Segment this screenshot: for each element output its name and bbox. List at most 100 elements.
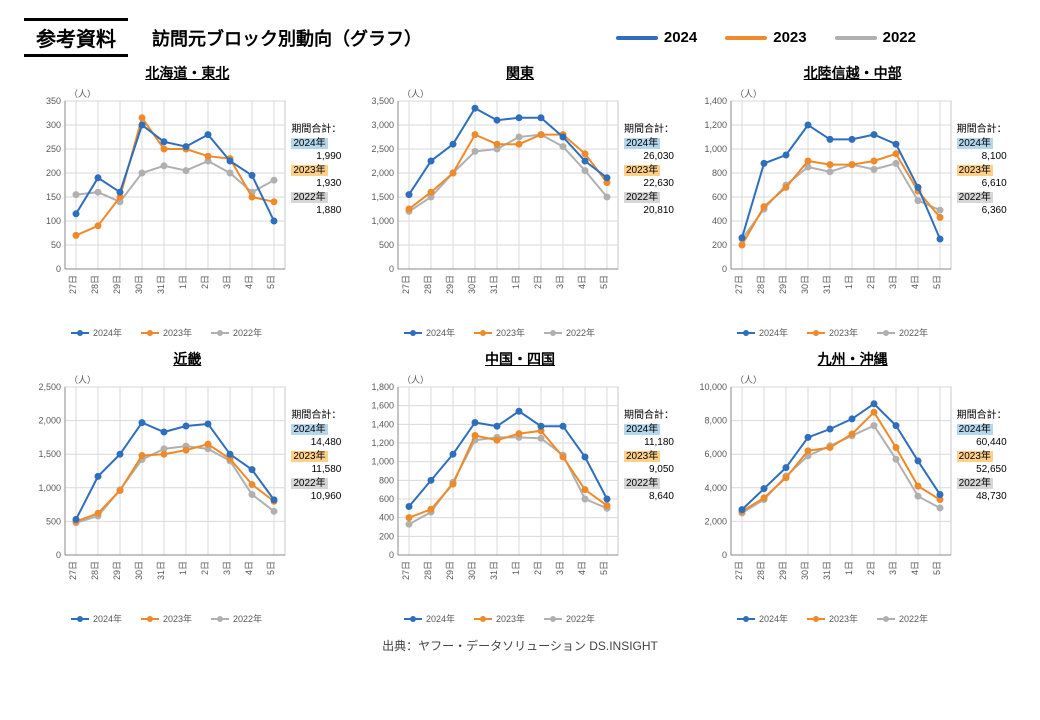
charts-grid: 北海道・東北（人）05010015020025030035027日28日29日3…: [24, 63, 1016, 631]
svg-text:0: 0: [389, 550, 394, 560]
svg-text:200: 200: [379, 531, 394, 541]
svg-text:600: 600: [712, 192, 727, 202]
svg-text:5日: 5日: [932, 561, 942, 575]
svg-text:150: 150: [46, 192, 61, 202]
svg-text:3日: 3日: [555, 561, 565, 575]
svg-text:3,000: 3,000: [371, 120, 394, 130]
svg-text:4,000: 4,000: [704, 483, 727, 493]
svg-text:1日: 1日: [844, 561, 854, 575]
svg-text:29日: 29日: [112, 275, 122, 294]
svg-text:2024年: 2024年: [426, 327, 455, 338]
chart-cell: 北海道・東北（人）05010015020025030035027日28日29日3…: [24, 63, 351, 345]
svg-text:31日: 31日: [822, 275, 832, 294]
svg-text:（人）: （人）: [402, 375, 429, 385]
svg-text:2022年: 2022年: [566, 327, 595, 338]
legend-item: 2023: [725, 29, 806, 46]
svg-text:27日: 27日: [734, 561, 744, 580]
svg-text:2,000: 2,000: [39, 416, 62, 426]
svg-text:（人）: （人）: [69, 89, 96, 99]
svg-text:1,000: 1,000: [371, 216, 394, 226]
svg-text:2022年: 2022年: [233, 613, 262, 624]
svg-text:1,600: 1,600: [371, 401, 394, 411]
svg-text:27日: 27日: [401, 561, 411, 580]
svg-text:30日: 30日: [800, 561, 810, 580]
svg-text:2,500: 2,500: [371, 144, 394, 154]
svg-text:2,500: 2,500: [39, 382, 62, 392]
chart-title: 近畿: [173, 349, 201, 369]
svg-text:2023年: 2023年: [163, 613, 192, 624]
svg-text:28日: 28日: [423, 561, 433, 580]
svg-text:1,000: 1,000: [39, 483, 62, 493]
svg-text:3日: 3日: [888, 561, 898, 575]
svg-text:2023年: 2023年: [496, 327, 525, 338]
chart-title: 北陸信越・中部: [804, 63, 902, 83]
svg-text:（人）: （人）: [402, 89, 429, 99]
chart-totals: 期間合計：2024年8,1002023年6,6102022年6,360: [957, 123, 1007, 218]
svg-text:2日: 2日: [533, 275, 543, 289]
svg-text:5日: 5日: [932, 275, 942, 289]
svg-text:500: 500: [46, 516, 61, 526]
legend-item: 2022: [835, 29, 916, 46]
svg-text:1日: 1日: [844, 275, 854, 289]
legend-item: 2024: [616, 29, 697, 46]
svg-text:1,500: 1,500: [39, 449, 62, 459]
svg-text:800: 800: [379, 475, 394, 485]
svg-text:4日: 4日: [910, 275, 920, 289]
svg-text:4日: 4日: [910, 561, 920, 575]
svg-text:10,000: 10,000: [699, 382, 727, 392]
svg-text:1,000: 1,000: [704, 144, 727, 154]
svg-text:0: 0: [56, 264, 61, 274]
chart-totals: 期間合計：2024年14,4802023年11,5802022年10,960: [291, 409, 341, 504]
svg-text:2022年: 2022年: [899, 327, 928, 338]
svg-text:100: 100: [46, 216, 61, 226]
svg-text:2024年: 2024年: [93, 613, 122, 624]
svg-text:3日: 3日: [888, 275, 898, 289]
svg-text:400: 400: [379, 513, 394, 523]
svg-text:0: 0: [389, 264, 394, 274]
svg-text:1,000: 1,000: [371, 457, 394, 467]
chart-cell: 北陸信越・中部（人）02004006008001,0001,2001,40027…: [689, 63, 1016, 345]
svg-text:1日: 1日: [178, 561, 188, 575]
svg-text:2日: 2日: [200, 275, 210, 289]
svg-text:5日: 5日: [266, 561, 276, 575]
svg-text:2024年: 2024年: [759, 613, 788, 624]
svg-text:1,800: 1,800: [371, 382, 394, 392]
chart-totals: 期間合計：2024年60,4402023年52,6502022年48,730: [957, 409, 1007, 504]
svg-text:8,000: 8,000: [704, 416, 727, 426]
svg-text:28日: 28日: [90, 275, 100, 294]
svg-text:2日: 2日: [533, 561, 543, 575]
chart-totals: 期間合計：2024年26,0302023年22,6302022年20,810: [624, 123, 674, 218]
svg-text:2022年: 2022年: [566, 613, 595, 624]
svg-text:2023年: 2023年: [496, 613, 525, 624]
svg-text:31日: 31日: [156, 561, 166, 580]
svg-text:2024年: 2024年: [93, 327, 122, 338]
svg-text:（人）: （人）: [735, 375, 762, 385]
chart-cell: 中国・四国（人）02004006008001,0001,2001,4001,60…: [357, 349, 684, 631]
svg-text:1,200: 1,200: [371, 438, 394, 448]
svg-text:400: 400: [712, 216, 727, 226]
svg-text:31日: 31日: [489, 275, 499, 294]
svg-text:30日: 30日: [134, 561, 144, 580]
svg-text:250: 250: [46, 144, 61, 154]
svg-text:50: 50: [51, 240, 61, 250]
svg-text:（人）: （人）: [69, 375, 96, 385]
svg-text:1,200: 1,200: [704, 120, 727, 130]
svg-text:4日: 4日: [244, 561, 254, 575]
svg-text:2022年: 2022年: [899, 613, 928, 624]
svg-text:800: 800: [712, 168, 727, 178]
svg-text:27日: 27日: [68, 275, 78, 294]
svg-text:200: 200: [46, 168, 61, 178]
chart-title: 北海道・東北: [145, 63, 229, 83]
svg-text:2日: 2日: [200, 561, 210, 575]
chart-totals: 期間合計：2024年1,9902023年1,9302022年1,880: [291, 123, 341, 218]
svg-text:350: 350: [46, 96, 61, 106]
svg-text:200: 200: [712, 240, 727, 250]
svg-text:31日: 31日: [822, 561, 832, 580]
chart-title: 九州・沖縄: [818, 349, 888, 369]
svg-text:5日: 5日: [266, 275, 276, 289]
chart-cell: 関東（人）05001,0001,5002,0002,5003,0003,5002…: [357, 63, 684, 345]
svg-text:600: 600: [379, 494, 394, 504]
svg-text:29日: 29日: [445, 275, 455, 294]
svg-text:5日: 5日: [599, 275, 609, 289]
svg-text:2,000: 2,000: [704, 516, 727, 526]
